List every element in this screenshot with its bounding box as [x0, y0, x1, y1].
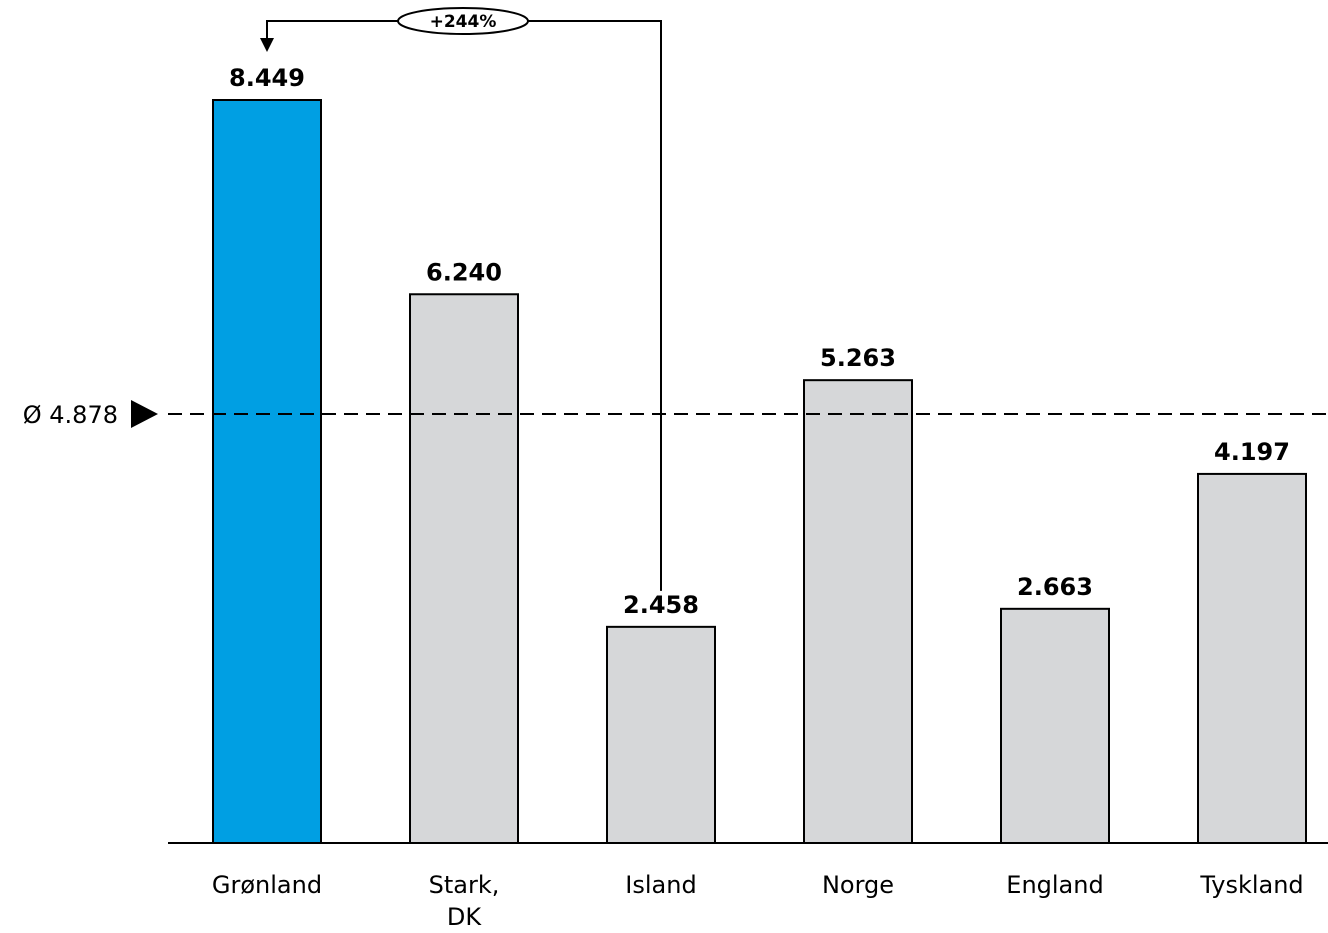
bars-group [212, 99, 1307, 845]
bar-5 [1197, 472, 1307, 844]
labels-group: 8.449 Grønland 6.240 Stark, DK 2.458 Island 5.2… [212, 64, 1304, 931]
value-label-0: 8.449 [229, 64, 305, 92]
category-label-5: Tyskland [1199, 871, 1303, 899]
category-label-line: Norge [822, 871, 894, 899]
value-label-1: 6.240 [426, 258, 502, 286]
category-label-line: England [1006, 871, 1103, 899]
category-label-line: Tyskland [1199, 871, 1303, 899]
value-label-2: 2.458 [623, 591, 699, 619]
growth-annotation: +244% [260, 7, 662, 591]
annotation-bubble [397, 7, 529, 35]
bar-2 [606, 625, 716, 845]
category-label-line: Island [625, 871, 696, 899]
annotation-label: +244% [430, 12, 497, 32]
bar-3 [803, 379, 913, 844]
category-label-line: DK [447, 903, 482, 931]
annotation-arrow-icon [260, 38, 274, 52]
average-marker-icon [131, 400, 158, 428]
category-label-3: Norge [822, 871, 894, 899]
average-label: Ø 4.878 [23, 401, 118, 429]
category-label-0: Grønland [212, 871, 322, 899]
value-label-4: 2.663 [1017, 573, 1093, 601]
category-label-2: Island [625, 871, 696, 899]
value-label-5: 4.197 [1214, 438, 1290, 466]
bar-1 [409, 293, 519, 845]
bar-0 [212, 99, 322, 844]
category-label-1: Stark, DK [429, 871, 500, 931]
category-label-line: Grønland [212, 871, 322, 899]
value-label-3: 5.263 [820, 344, 896, 372]
category-label-line: Stark, [429, 871, 500, 899]
category-label-4: England [1006, 871, 1103, 899]
bar-4 [1000, 607, 1110, 845]
